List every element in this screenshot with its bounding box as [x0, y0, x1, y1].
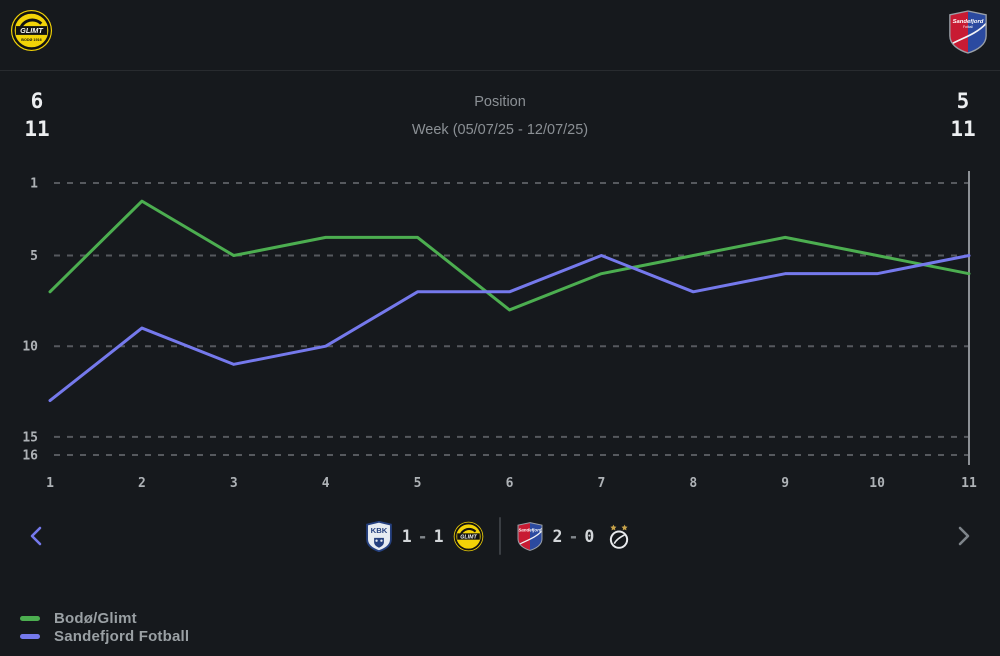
x-tick-label: 4 [322, 476, 330, 491]
match-result-1: KBK 1 - 1 [365, 520, 484, 552]
bodo-glimt-logo: GLIMT [453, 521, 484, 552]
legend-item-bodo-glimt: Bodø/Glimt [20, 609, 189, 627]
svg-text:GLIMT: GLIMT [20, 26, 43, 35]
week-row-label: Week (05/07/25 - 12/07/25) [411, 122, 589, 138]
topbar: GLIMT BODØ 1916 Sandefjord Fotball [0, 0, 1000, 71]
x-tick-label: 8 [689, 476, 697, 491]
y-tick-label: 10 [22, 340, 38, 355]
chevron-left-icon [26, 526, 48, 551]
sandefjord-series-swatch [20, 633, 40, 639]
bodo-glimt-logo: GLIMT BODØ 1916 [10, 9, 53, 57]
x-tick-label: 5 [414, 476, 422, 491]
x-tick-label: 1 [46, 476, 54, 491]
results-divider [498, 517, 501, 555]
sandefjord-logo: Sandefjord [516, 521, 544, 551]
chevron-right-icon [952, 526, 974, 551]
svg-text:Sandefjord: Sandefjord [518, 527, 541, 532]
match-1-away-score: 1 [433, 526, 444, 546]
x-tick-label: 3 [230, 476, 238, 491]
matches-group: KBK 1 - 1 [365, 517, 636, 555]
match-1-score: 1 - 1 [402, 527, 444, 546]
y-tick-label: 5 [30, 249, 38, 264]
y-tick-label: 15 [22, 430, 38, 445]
bodo-glimt-series-swatch [20, 615, 40, 621]
position-line-chart: 1 5 10 15 16 1 2 3 4 5 6 7 8 9 10 11 [0, 160, 1000, 500]
legend-item-sandefjord: Sandefjord Fotball [20, 627, 189, 645]
home-position-value: 6 [30, 89, 44, 113]
svg-text:BODØ 1916: BODØ 1916 [21, 38, 41, 42]
score-separator: - [417, 526, 428, 546]
kbk-logo: KBK [365, 520, 393, 552]
away-week-value: 11 [950, 117, 976, 141]
svg-text:GLIMT: GLIMT [460, 534, 477, 540]
series-line-bod-glimt [48, 199, 971, 312]
match-result-2: Sandefjord 2 - 0 [516, 521, 636, 551]
match-1-home-score: 1 [401, 526, 412, 546]
match-2-away-score: 0 [584, 526, 595, 546]
x-tick-label: 10 [869, 476, 885, 491]
match-2-score: 2 - 0 [553, 527, 595, 546]
position-row-label: Position [474, 94, 526, 110]
svg-text:KBK: KBK [370, 526, 387, 535]
y-tick-label: 16 [22, 449, 38, 464]
chart-legend: Bodø/Glimt Sandefjord Fotball [20, 609, 189, 645]
score-separator: - [568, 526, 579, 546]
x-tick-label: 2 [138, 476, 146, 491]
x-tick-label: 7 [597, 476, 605, 491]
svg-text:Sandefjord: Sandefjord [953, 19, 984, 25]
legend-label: Bodø/Glimt [54, 609, 137, 627]
x-tick-label: 6 [506, 476, 514, 491]
next-week-button[interactable] [948, 520, 978, 552]
x-tick-label: 11 [961, 476, 977, 491]
series-line-sandefjord-fotball [48, 254, 971, 403]
rosenborg-logo [603, 523, 635, 550]
x-tick-label: 9 [781, 476, 789, 491]
home-week-value: 11 [24, 117, 50, 141]
sandefjord-logo: Sandefjord Fotball [947, 10, 989, 59]
prev-week-button[interactable] [22, 520, 52, 552]
match-2-home-score: 2 [552, 526, 563, 546]
svg-text:Fotball: Fotball [963, 25, 973, 29]
legend-label: Sandefjord Fotball [54, 627, 190, 645]
y-tick-label: 1 [30, 177, 38, 192]
away-position-value: 5 [956, 89, 970, 113]
week-results-bar: KBK 1 - 1 [0, 506, 1000, 566]
